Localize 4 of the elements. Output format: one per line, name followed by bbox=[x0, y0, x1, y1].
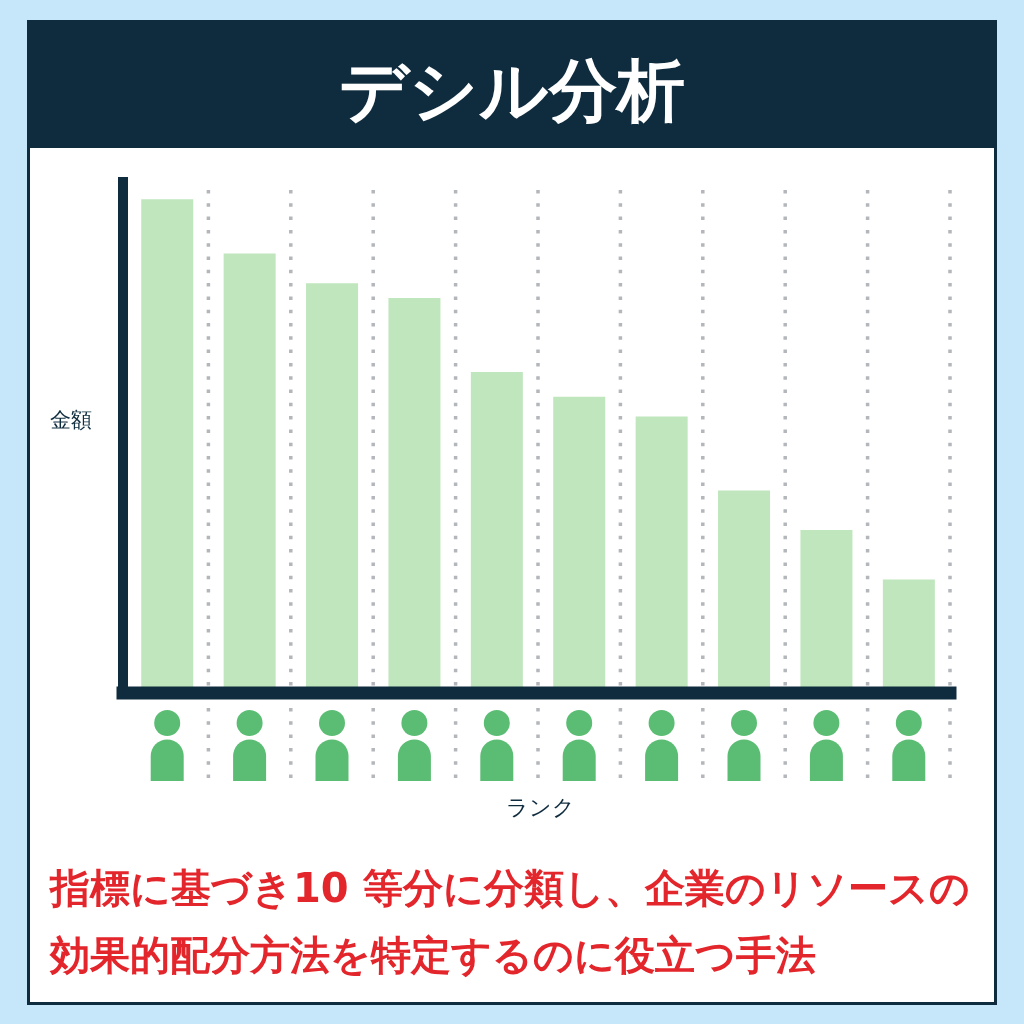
x-axis-title: ランク bbox=[504, 794, 576, 822]
y-axis-title: 金額 bbox=[50, 407, 92, 434]
text: 指標に基づき10 等分に分類し、企業のリソースの効果的配分方法を特定するのに役立つ手法 bbox=[50, 864, 971, 980]
chart-title: デシル分析 bbox=[338, 50, 686, 132]
